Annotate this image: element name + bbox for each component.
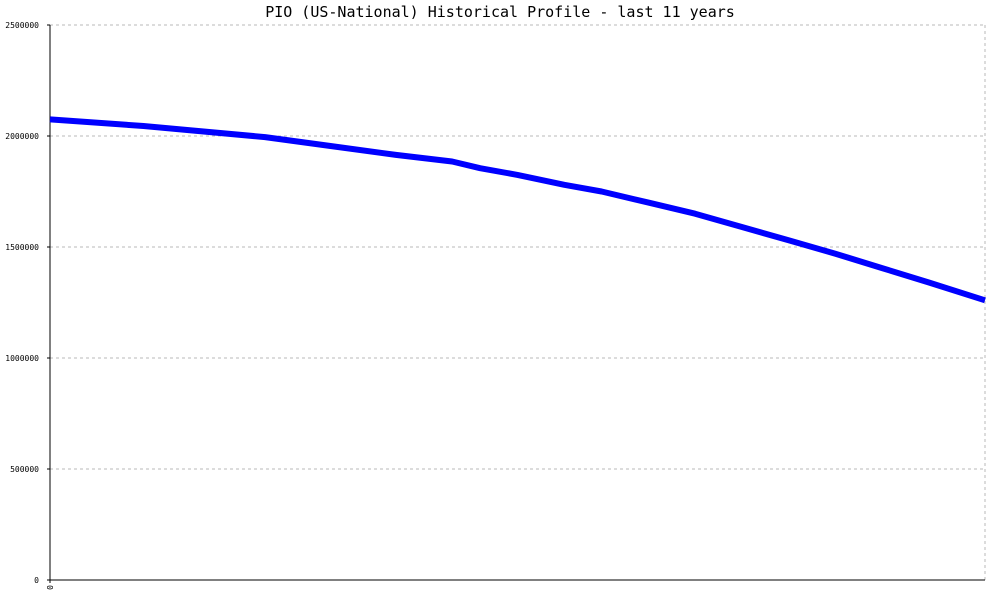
- series-line: [49, 116, 986, 304]
- y-tick-label: 2000000: [5, 132, 39, 141]
- x-tick-label: 0: [46, 585, 55, 590]
- chart-title: PIO (US-National) Historical Profile - l…: [265, 3, 735, 21]
- y-tick-label: 2500000: [5, 21, 39, 30]
- y-tick-label: 0: [34, 576, 39, 585]
- y-tick-label: 1000000: [5, 354, 39, 363]
- y-tick-label: 1500000: [5, 243, 39, 252]
- y-tick-label: 500000: [10, 465, 39, 474]
